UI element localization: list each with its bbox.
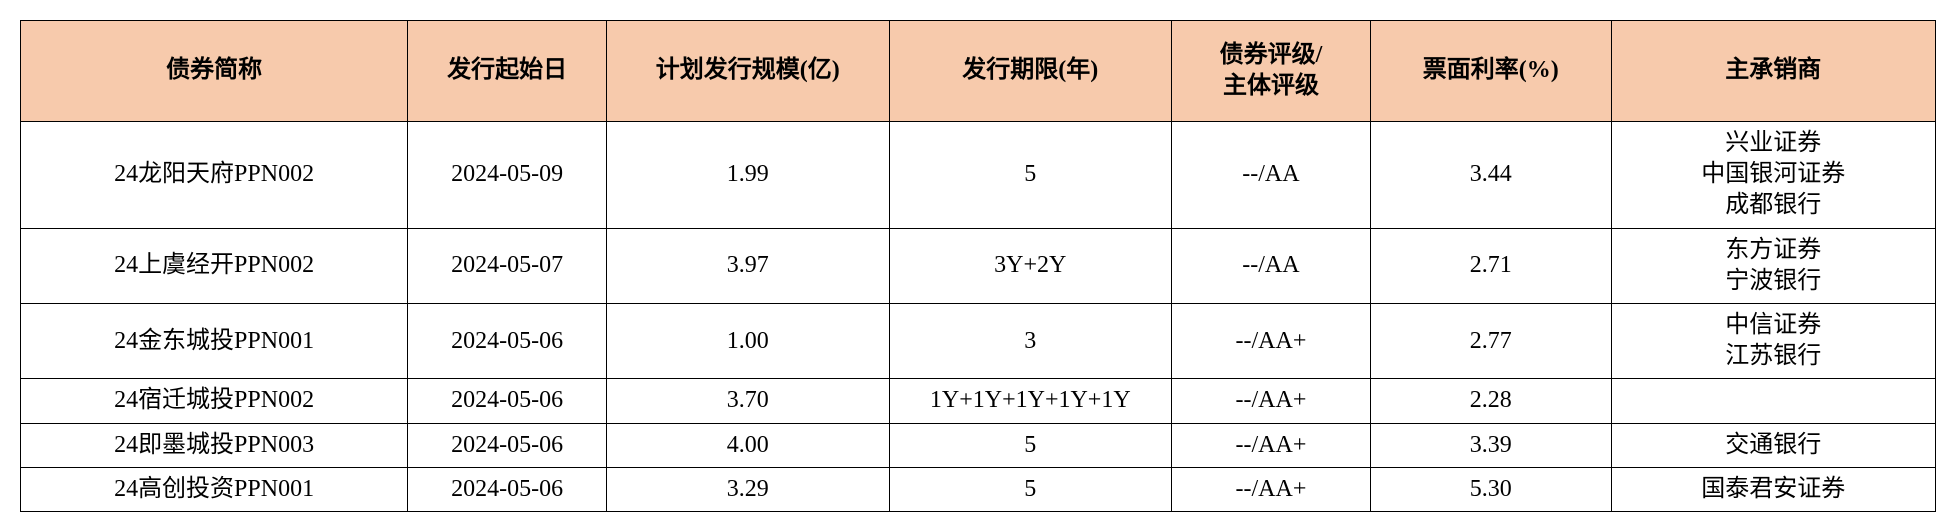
- cell-coupon: 5.30: [1370, 467, 1611, 511]
- cell-underwriter: 中信证券 江苏银行: [1611, 303, 1935, 378]
- cell-rating: --/AA+: [1172, 423, 1371, 467]
- cell-name: 24宿迁城投PPN002: [21, 379, 408, 423]
- col-header-underwriter: 主承销商: [1611, 21, 1935, 122]
- cell-coupon: 2.28: [1370, 379, 1611, 423]
- cell-scale: 1.99: [606, 122, 889, 229]
- cell-scale: 1.00: [606, 303, 889, 378]
- cell-term: 3Y+2Y: [889, 228, 1172, 303]
- col-header-term: 发行期限(年): [889, 21, 1172, 122]
- cell-start_date: 2024-05-07: [408, 228, 607, 303]
- cell-name: 24金东城投PPN001: [21, 303, 408, 378]
- cell-coupon: 2.77: [1370, 303, 1611, 378]
- cell-start_date: 2024-05-09: [408, 122, 607, 229]
- cell-start_date: 2024-05-06: [408, 379, 607, 423]
- cell-underwriter: 兴业证券 中国银河证券 成都银行: [1611, 122, 1935, 229]
- table-body: 24龙阳天府PPN0022024-05-091.995--/AA3.44兴业证券…: [21, 122, 1936, 512]
- cell-coupon: 2.71: [1370, 228, 1611, 303]
- cell-underwriter: [1611, 379, 1935, 423]
- cell-coupon: 3.44: [1370, 122, 1611, 229]
- cell-term: 1Y+1Y+1Y+1Y+1Y: [889, 379, 1172, 423]
- cell-rating: --/AA+: [1172, 303, 1371, 378]
- cell-scale: 4.00: [606, 423, 889, 467]
- cell-rating: --/AA+: [1172, 467, 1371, 511]
- table-row: 24即墨城投PPN0032024-05-064.005--/AA+3.39交通银…: [21, 423, 1936, 467]
- cell-name: 24即墨城投PPN003: [21, 423, 408, 467]
- cell-term: 5: [889, 467, 1172, 511]
- col-header-coupon: 票面利率(%): [1370, 21, 1611, 122]
- table-header: 债券简称 发行起始日 计划发行规模(亿) 发行期限(年) 债券评级/ 主体评级 …: [21, 21, 1936, 122]
- cell-start_date: 2024-05-06: [408, 423, 607, 467]
- cell-name: 24高创投资PPN001: [21, 467, 408, 511]
- header-row: 债券简称 发行起始日 计划发行规模(亿) 发行期限(年) 债券评级/ 主体评级 …: [21, 21, 1936, 122]
- cell-coupon: 3.39: [1370, 423, 1611, 467]
- cell-scale: 3.29: [606, 467, 889, 511]
- cell-underwriter: 东方证券 宁波银行: [1611, 228, 1935, 303]
- cell-rating: --/AA: [1172, 228, 1371, 303]
- cell-term: 3: [889, 303, 1172, 378]
- cell-start_date: 2024-05-06: [408, 303, 607, 378]
- col-header-scale: 计划发行规模(亿): [606, 21, 889, 122]
- cell-rating: --/AA+: [1172, 379, 1371, 423]
- cell-scale: 3.97: [606, 228, 889, 303]
- cell-name: 24龙阳天府PPN002: [21, 122, 408, 229]
- table-row: 24宿迁城投PPN0022024-05-063.701Y+1Y+1Y+1Y+1Y…: [21, 379, 1936, 423]
- col-header-name: 债券简称: [21, 21, 408, 122]
- cell-term: 5: [889, 423, 1172, 467]
- col-header-start-date: 发行起始日: [408, 21, 607, 122]
- cell-underwriter: 国泰君安证券: [1611, 467, 1935, 511]
- cell-term: 5: [889, 122, 1172, 229]
- cell-start_date: 2024-05-06: [408, 467, 607, 511]
- table-row: 24金东城投PPN0012024-05-061.003--/AA+2.77中信证…: [21, 303, 1936, 378]
- table-row: 24上虞经开PPN0022024-05-073.973Y+2Y--/AA2.71…: [21, 228, 1936, 303]
- col-header-rating: 债券评级/ 主体评级: [1172, 21, 1371, 122]
- bond-table: 债券简称 发行起始日 计划发行规模(亿) 发行期限(年) 债券评级/ 主体评级 …: [20, 20, 1936, 512]
- table-row: 24高创投资PPN0012024-05-063.295--/AA+5.30国泰君…: [21, 467, 1936, 511]
- cell-rating: --/AA: [1172, 122, 1371, 229]
- cell-scale: 3.70: [606, 379, 889, 423]
- cell-underwriter: 交通银行: [1611, 423, 1935, 467]
- cell-name: 24上虞经开PPN002: [21, 228, 408, 303]
- table-row: 24龙阳天府PPN0022024-05-091.995--/AA3.44兴业证券…: [21, 122, 1936, 229]
